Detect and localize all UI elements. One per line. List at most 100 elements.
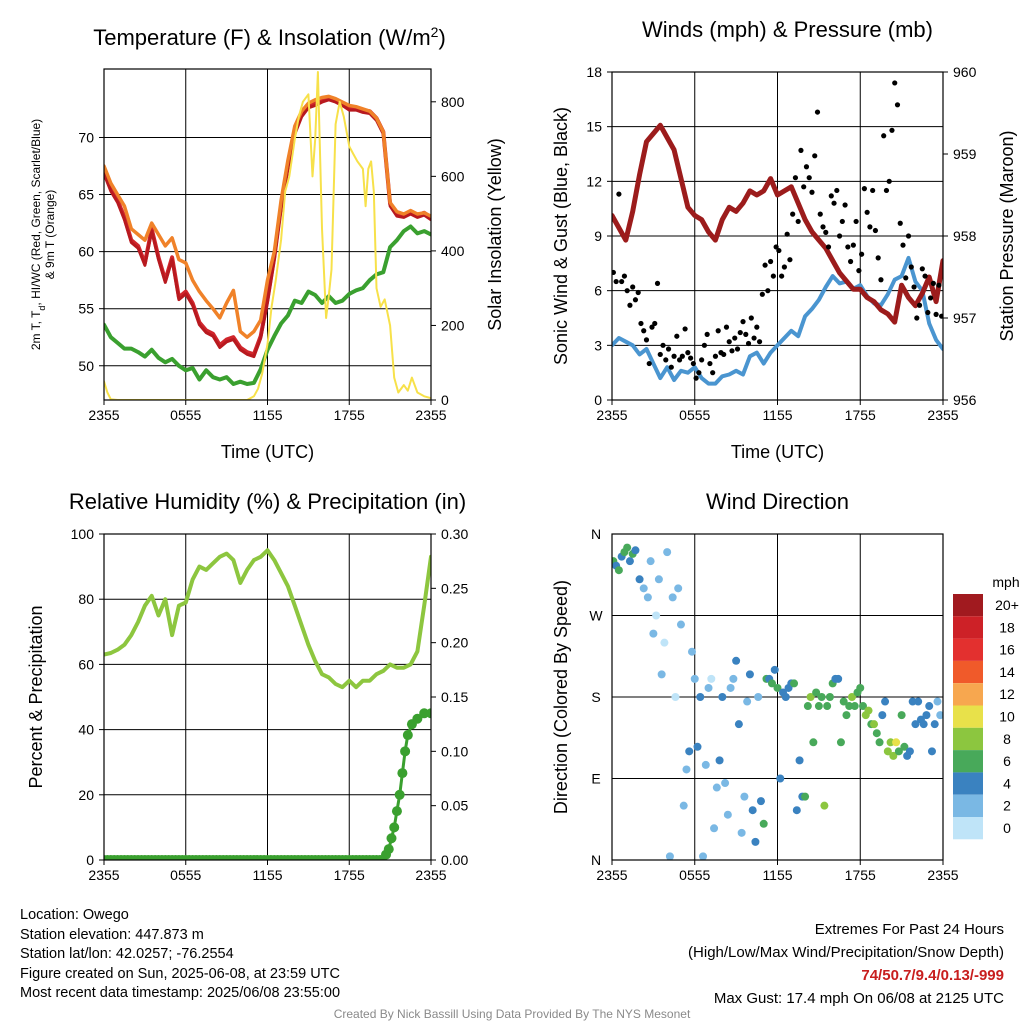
direction-point: [718, 693, 727, 701]
gust-point: [801, 184, 807, 190]
gust-point: [704, 331, 710, 337]
gust-point: [914, 315, 920, 321]
direction-point: [897, 711, 906, 720]
direction-point: [806, 693, 815, 701]
gust-point: [916, 302, 923, 308]
y-right-tick-label: 959: [953, 146, 977, 162]
x-tick-label: 0555: [679, 867, 710, 883]
gust-point: [696, 370, 702, 376]
direction-point: [625, 557, 634, 566]
y-right-tick-label: 800: [441, 94, 465, 110]
extremes-subtitle: (High/Low/Max Wind/Precipitation/Snow De…: [688, 944, 1004, 961]
gust-point: [671, 353, 677, 359]
gust-point: [784, 231, 790, 237]
direction-point: [856, 683, 865, 692]
direction-point: [820, 801, 829, 810]
direction-point: [663, 548, 672, 557]
gust-point: [812, 153, 818, 159]
direction-point: [754, 693, 763, 701]
wind-direction-points: [612, 543, 943, 860]
gust-point: [903, 275, 909, 281]
direction-point: [701, 760, 710, 769]
created-text: Figure created on Sun, 2025-06-08, at 23…: [20, 965, 340, 982]
direction-point: [925, 702, 934, 711]
direction-point: [737, 828, 746, 837]
precip-point: [402, 730, 413, 741]
legend-label: 2: [1003, 798, 1011, 814]
location-text: Location: Owego: [20, 907, 129, 923]
legend-label: 0: [1003, 820, 1011, 836]
direction-point: [911, 720, 920, 729]
gust-point: [693, 375, 699, 381]
direction-point: [847, 693, 856, 701]
y-tick-label: 55: [78, 301, 94, 317]
direction-point: [914, 697, 923, 706]
direction-point: [773, 683, 782, 692]
gust-point: [787, 257, 793, 263]
precip-point: [400, 746, 411, 757]
y-right-tick-label: 0.10: [441, 743, 468, 759]
gust-point: [919, 266, 925, 272]
gust-point: [616, 191, 622, 197]
y-tick-label: W: [589, 608, 603, 624]
extremes-info: Extremes For Past 24 Hours (High/Low/Max…: [688, 918, 1004, 1010]
direction-point: [729, 674, 738, 683]
direction-point: [756, 797, 765, 806]
gust-point: [842, 202, 848, 208]
direction-point: [908, 697, 917, 706]
direction-point: [933, 697, 942, 706]
extremes-values: 74/50.7/9.4/0.13/-999: [861, 967, 1004, 984]
gust-point: [723, 324, 730, 330]
direction-point: [878, 711, 887, 720]
y-axis-label-line2: & 9m T (Orange): [43, 190, 57, 280]
grid-3: [103, 533, 432, 861]
gust-point: [759, 291, 765, 297]
station-info: Location: Owego Station elevation: 447.8…: [20, 906, 340, 1004]
direction-point: [889, 751, 898, 760]
x-tick-label: 1155: [762, 407, 792, 423]
x-tick-label: 1755: [334, 407, 365, 423]
gust-point: [853, 218, 859, 225]
x-tick-label: 2355: [927, 407, 958, 423]
gust-point: [856, 268, 862, 274]
y-tick-label: 12: [586, 173, 602, 189]
y-tick-label: 0: [594, 392, 602, 408]
gust-point: [652, 320, 658, 327]
gust-point: [679, 353, 685, 359]
x-tick-label: 2355: [927, 867, 958, 883]
direction-point: [693, 742, 702, 751]
direction-point: [665, 852, 674, 860]
latlon-text: Station lat/lon: 42.0257; -76.2554: [20, 946, 234, 962]
gust-point: [886, 178, 892, 184]
gust-point: [861, 186, 867, 192]
gust-point: [831, 200, 837, 206]
y-tick-label: 18: [586, 64, 602, 80]
direction-point: [751, 837, 760, 846]
series-line-relative-humidity: [104, 548, 431, 690]
y-right-tick-label: 200: [441, 317, 465, 333]
direction-point: [823, 702, 832, 711]
precip-point: [391, 806, 402, 817]
precip-point: [386, 833, 397, 844]
direction-point: [623, 543, 632, 552]
direction-point: [883, 747, 892, 756]
gust-point: [612, 269, 616, 276]
gust-point: [762, 262, 768, 268]
gust-point: [790, 211, 796, 217]
y-right-tick-label: 400: [441, 243, 465, 259]
direction-point: [839, 697, 848, 706]
gust-point: [685, 350, 691, 356]
gust-point: [641, 328, 647, 334]
direction-point: [676, 620, 685, 629]
gust-point: [905, 233, 912, 239]
gust-point: [682, 326, 688, 332]
legend-label: 12: [999, 686, 1015, 702]
gust-point: [883, 187, 890, 194]
gust-point: [635, 289, 641, 296]
direction-point: [740, 792, 749, 801]
direction-point: [836, 738, 845, 747]
x-tick-label: 2355: [88, 867, 119, 883]
gust-point: [660, 342, 666, 348]
gust-point: [825, 244, 832, 250]
series-line-precipitation: [104, 711, 431, 860]
